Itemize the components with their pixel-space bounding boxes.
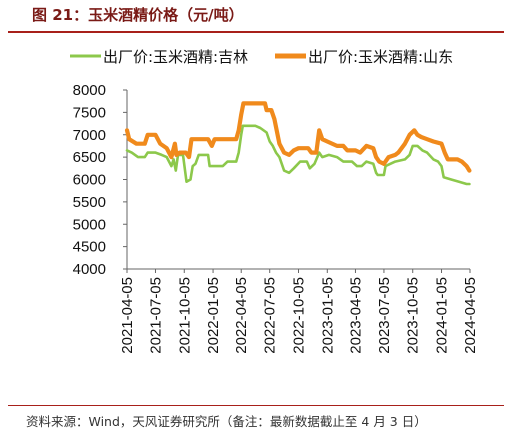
series-layer [124, 101, 472, 186]
series-line-shandong [124, 101, 472, 173]
source-divider [8, 405, 504, 406]
x-tick-label: 2022-01-05 [205, 277, 222, 354]
x-tick-label: 2023-07-05 [376, 277, 393, 354]
x-tick-label: 2021-07-05 [147, 277, 164, 354]
x-tick-label: 2021-04-05 [119, 277, 136, 354]
y-axis-ticks: 4000 4500 5000 5500 6000 6500 7000 7500 8000 [73, 82, 127, 278]
y-tick-label: 4000 [73, 261, 106, 278]
y-tick-label: 6500 [73, 149, 106, 166]
legend-label-jilin: 出厂价:玉米酒精:吉林 [103, 48, 248, 66]
title-divider [8, 31, 504, 33]
x-tick-label: 2021-10-05 [176, 277, 193, 354]
x-tick-label: 2023-01-05 [319, 277, 336, 354]
y-tick-label: 4500 [73, 239, 106, 256]
x-tick-label: 2023-04-05 [347, 277, 364, 354]
x-tick-label: 2024-01-05 [434, 277, 451, 354]
chart-legend: 出厂价:玉米酒精:吉林 出厂价:玉米酒精:山东 [70, 48, 453, 66]
series-line-jilin [125, 124, 471, 186]
source-note: 资料来源：Wind，天风证券研究所（备注：最新数据截止至 4 月 3 日） [26, 414, 427, 429]
x-tick-label: 2024-04-05 [462, 277, 479, 354]
x-tick-label: 2023-10-05 [405, 277, 422, 354]
y-tick-label: 6000 [73, 172, 106, 189]
figure-title: 图 21：玉米酒精价格（元/吨） [32, 6, 244, 24]
y-tick-label: 8000 [73, 82, 106, 99]
y-tick-label: 7500 [73, 104, 106, 121]
y-tick-label: 7000 [73, 127, 106, 144]
legend-label-shandong: 出厂价:玉米酒精:山东 [308, 48, 453, 66]
line-chart: 出厂价:玉米酒精:吉林 出厂价:玉米酒精:山东 4000 4500 5000 5500… [70, 48, 479, 354]
x-tick-label: 2022-10-05 [291, 277, 308, 354]
x-tick-label: 2022-04-05 [233, 277, 250, 354]
y-tick-label: 5500 [73, 194, 106, 211]
y-tick-label: 5000 [73, 216, 106, 233]
x-axis-ticks: 2021-04-05 2021-07-05 2021-10-05 2022-01-05… [119, 269, 479, 354]
x-tick-label: 2022-07-05 [262, 277, 279, 354]
